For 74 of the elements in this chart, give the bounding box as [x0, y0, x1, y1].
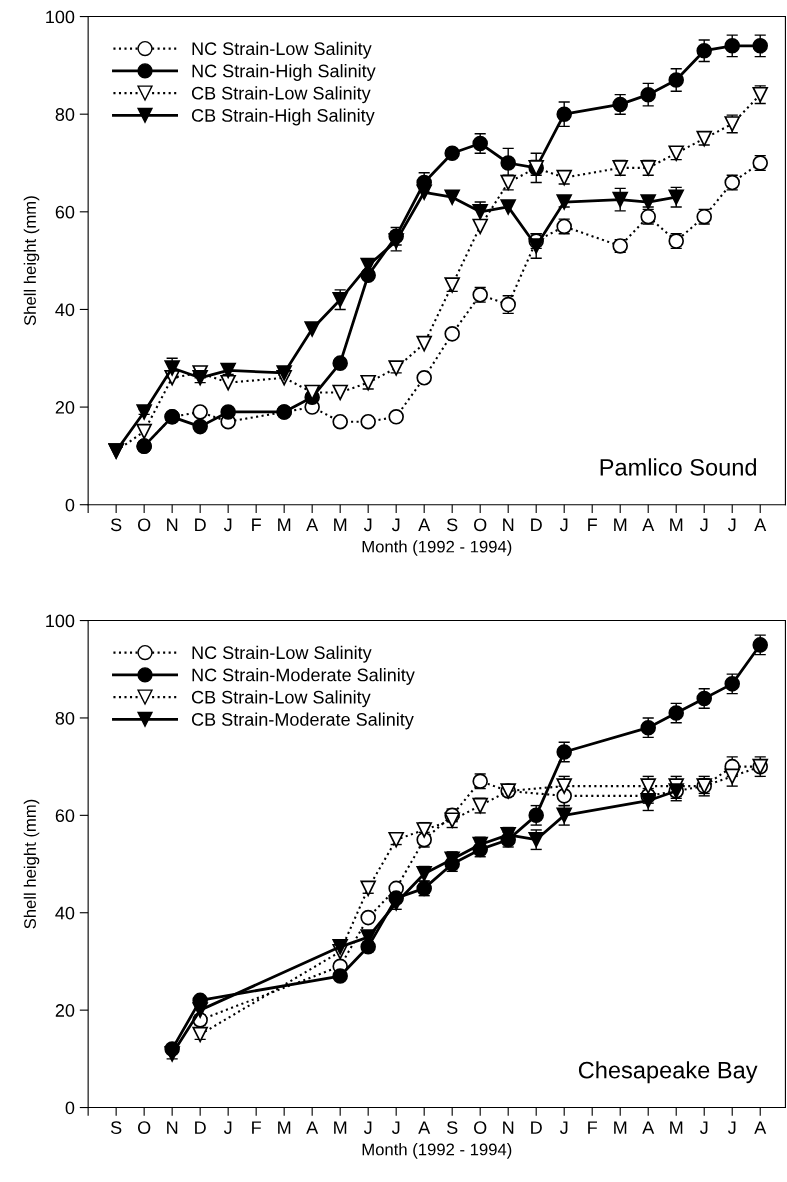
legend-label: NC Strain-Low Salinity: [192, 645, 372, 663]
x-tick-label: M: [670, 1121, 683, 1134]
x-tick-label: O: [474, 1121, 487, 1134]
x-tick-label: D: [531, 1121, 542, 1134]
y-tick-label: 60: [55, 205, 75, 219]
x-tick-label: J: [727, 1121, 736, 1134]
y-tick-label: 100: [46, 614, 75, 628]
y-tick-label: 20: [55, 401, 75, 414]
x-tick-label: A: [754, 1121, 767, 1134]
x-tick-label: D: [531, 518, 542, 531]
annotation: Chesapeake Bay: [578, 1061, 758, 1084]
y-tick-label: 0: [65, 498, 75, 512]
x-tick-label: S: [110, 518, 122, 532]
x-tick-label: J: [223, 518, 232, 532]
x-tick-label: A: [754, 518, 767, 531]
x-tick-label: F: [588, 518, 597, 531]
x-tick-label: M: [614, 518, 627, 531]
y-axis-title: Shell height (mm): [23, 196, 40, 326]
y-tick-label: 20: [55, 1004, 75, 1017]
x-tick-label: F: [588, 1121, 597, 1134]
x-tick-label: N: [503, 1121, 514, 1134]
x-tick-label: S: [446, 518, 458, 532]
x-tick-label: M: [614, 1121, 627, 1134]
y-tick-label: 40: [55, 906, 75, 920]
legend-label: CB Strain-Low Salinity: [191, 690, 371, 708]
x-axis-title: Month (1992 - 1994): [362, 540, 512, 556]
x-tick-label: J: [223, 1121, 232, 1134]
x-tick-label: O: [137, 1121, 151, 1134]
x-tick-label: J: [363, 1121, 372, 1134]
x-tick-label: N: [503, 518, 514, 531]
x-tick-label: F: [252, 1121, 261, 1134]
x-tick-label: M: [334, 518, 347, 531]
x-tick-label: S: [446, 1121, 458, 1134]
x-tick-label: A: [306, 1121, 319, 1134]
legend-label: CB Strain-Low Salinity: [191, 86, 371, 104]
x-tick-label: M: [278, 1121, 291, 1134]
x-tick-label: D: [195, 518, 206, 531]
y-tick-label: 80: [55, 108, 75, 121]
legend-label: CB Strain-High Salinity: [191, 108, 375, 126]
y-tick-label: 100: [46, 10, 75, 24]
y-tick-label: 80: [55, 711, 75, 725]
x-tick-label: J: [363, 518, 372, 532]
x-tick-label: A: [642, 1121, 655, 1134]
y-tick-label: 60: [55, 809, 75, 823]
x-tick-label: A: [418, 518, 431, 531]
x-tick-label: J: [727, 518, 736, 532]
legend-label: CB Strain-Moderate Salinity: [191, 712, 414, 730]
x-tick-label: F: [252, 518, 261, 531]
x-tick-label: M: [334, 1121, 347, 1134]
annotation: Pamlico Sound: [600, 458, 757, 476]
x-tick-label: N: [167, 1121, 178, 1134]
x-tick-label: J: [699, 1121, 708, 1134]
x-tick-label: J: [559, 518, 568, 532]
x-tick-label: J: [699, 518, 708, 532]
x-tick-label: A: [306, 518, 319, 531]
x-tick-label: J: [391, 1121, 400, 1134]
x-tick-label: J: [391, 518, 400, 532]
x-tick-label: M: [278, 518, 291, 531]
x-tick-label: D: [195, 1121, 206, 1134]
x-tick-label: O: [137, 518, 151, 532]
x-tick-label: M: [670, 518, 683, 531]
x-tick-label: S: [110, 1121, 122, 1134]
x-tick-label: N: [167, 518, 178, 531]
x-tick-label: J: [559, 1121, 568, 1134]
legend-label: NC Strain-Moderate Salinity: [192, 668, 415, 685]
legend-label: NC Strain-High Salinity: [192, 64, 376, 81]
y-tick-label: 40: [55, 303, 75, 317]
y-tick-label: 0: [65, 1101, 75, 1115]
x-axis-title: Month (1992 - 1994): [362, 1143, 512, 1159]
x-tick-label: O: [474, 518, 487, 532]
y-axis-title: Shell height (mm): [23, 799, 40, 929]
legend-label: NC Strain-Low Salinity: [192, 41, 372, 59]
x-tick-label: A: [418, 1121, 431, 1134]
x-tick-label: A: [642, 518, 655, 531]
